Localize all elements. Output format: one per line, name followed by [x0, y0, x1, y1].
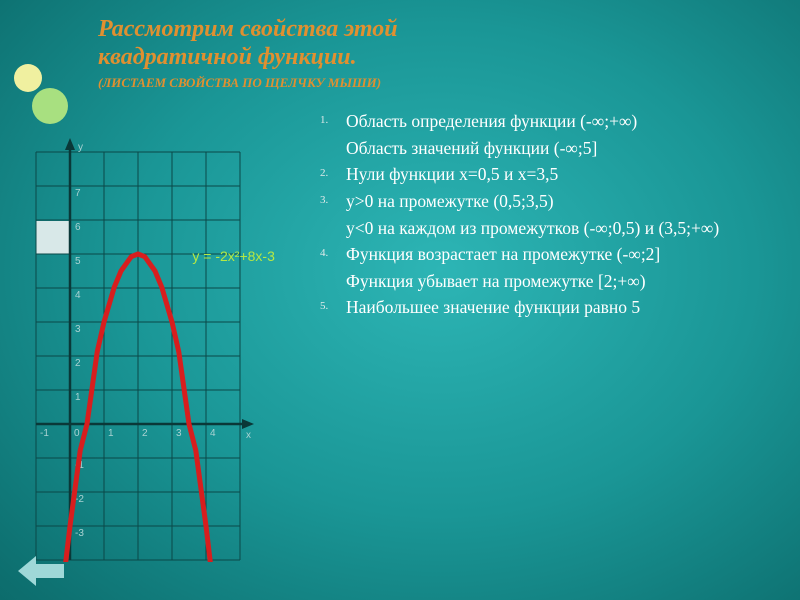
svg-text:7: 7	[75, 188, 81, 199]
decor-dot-yellow	[14, 64, 42, 92]
slide-subtitle: (листаем свойства по щелчку мыши)	[98, 75, 776, 91]
decor-dot-green	[32, 88, 68, 124]
property-text: y>0 на промежутке (0,5;3,5)	[346, 191, 554, 211]
svg-text:-1: -1	[40, 428, 49, 439]
property-item: 2. Нули функции x=0,5 и x=3,5	[320, 163, 782, 187]
property-item: Область значений функции (-∞;5]	[320, 137, 782, 161]
svg-text:-3: -3	[75, 528, 84, 539]
title-line1: Рассмотрим свойства этой	[98, 16, 398, 42]
property-text: Функция убывает на промежутке [2;+∞)	[346, 271, 646, 291]
title-line2: квадратичной функции.	[98, 44, 357, 70]
property-text: Функция возрастает на промежутке (-∞;2]	[346, 244, 660, 264]
property-number: 3.	[320, 193, 328, 208]
property-item: y<0 на каждом из промежутков (-∞;0,5) и …	[320, 217, 782, 241]
header-block: Рассмотрим свойства этой квадратичной фу…	[98, 16, 776, 91]
chart-svg: -101234-4-3-2-11234567xy	[0, 132, 310, 562]
property-number: 5.	[320, 299, 328, 314]
properties-list: 1. Область определения функции (-∞;+∞) Обл…	[320, 110, 782, 323]
property-number: 2.	[320, 166, 328, 181]
back-arrow-icon[interactable]	[18, 556, 64, 586]
property-item: 1. Область определения функции (-∞;+∞)	[320, 110, 782, 134]
slide-title: Рассмотрим свойства этой квадратичной фу…	[98, 16, 776, 71]
property-text: Наибольшее значение функции равно 5	[346, 297, 640, 317]
property-number: 1.	[320, 113, 328, 128]
property-text: Нули функции x=0,5 и x=3,5	[346, 164, 558, 184]
property-item: Функция убывает на промежутке [2;+∞)	[320, 270, 782, 294]
property-number: 4.	[320, 246, 328, 261]
property-item: 3. y>0 на промежутке (0,5;3,5)	[320, 190, 782, 214]
parabola-chart: -101234-4-3-2-11234567xy y = -2x²+8x-3	[0, 132, 310, 562]
svg-text:2: 2	[142, 428, 148, 439]
svg-text:2: 2	[75, 358, 81, 369]
svg-text:3: 3	[75, 324, 81, 335]
svg-text:x: x	[246, 430, 251, 441]
svg-text:4: 4	[210, 428, 216, 439]
property-text: Область определения функции (-∞;+∞)	[346, 111, 637, 131]
equation-label: y = -2x²+8x-3	[192, 248, 274, 264]
property-item: 5. Наибольшее значение функции равно 5	[320, 296, 782, 320]
property-item: 4. Функция возрастает на промежутке (-∞;2…	[320, 243, 782, 267]
svg-text:0: 0	[74, 428, 80, 439]
svg-text:6: 6	[75, 222, 81, 233]
svg-text:1: 1	[108, 428, 114, 439]
svg-text:y: y	[78, 142, 83, 153]
svg-text:1: 1	[75, 392, 81, 403]
svg-text:5: 5	[75, 256, 81, 267]
property-text: Область значений функции (-∞;5]	[346, 138, 597, 158]
svg-text:4: 4	[75, 290, 81, 301]
property-text: y<0 на каждом из промежутков (-∞;0,5) и …	[346, 218, 719, 238]
svg-text:3: 3	[176, 428, 182, 439]
